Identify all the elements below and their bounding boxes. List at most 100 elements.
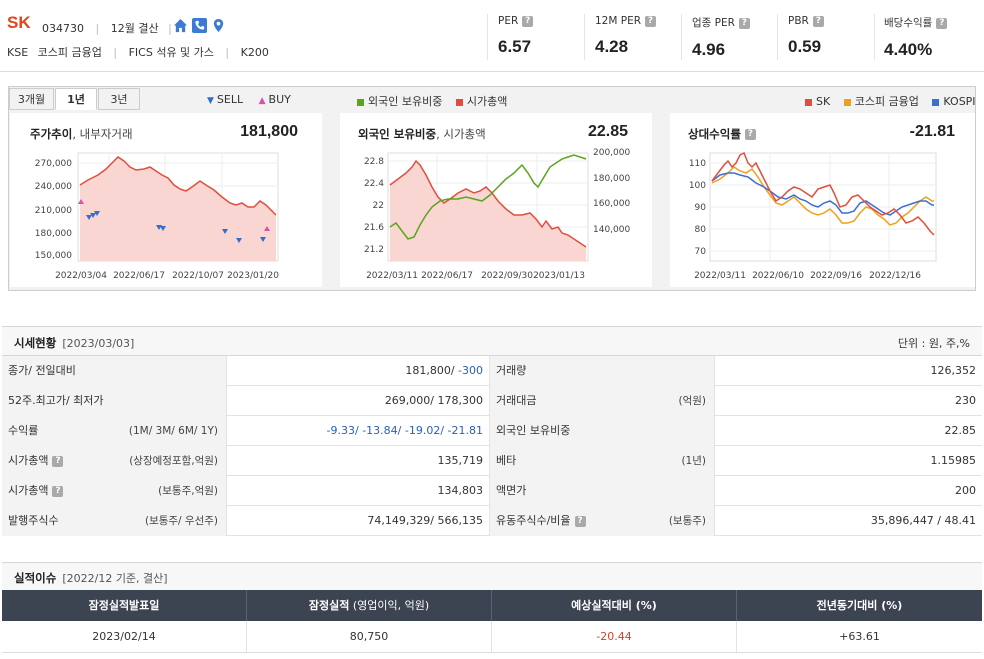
help-icon[interactable]: ?: [812, 15, 824, 27]
row-value: 35,896,447 / 48.41: [870, 514, 976, 527]
tick-label: 22.8: [364, 157, 384, 167]
fics-label: FICS 석유 및 가스: [128, 46, 214, 59]
company-code: 034730: [42, 22, 84, 35]
tick-label: 200,000: [593, 148, 630, 158]
metric-label: PBR: [788, 15, 809, 27]
help-icon[interactable]: ?: [738, 17, 750, 29]
section-header: 실적이슈 [2022/12 기준, 결산]: [2, 562, 982, 590]
tick-label: 2022/03/04: [55, 271, 107, 281]
tab-1year[interactable]: 1년: [55, 88, 97, 110]
row-label: 52주.최고가/ 최저가: [2, 386, 227, 416]
column-header: 잠정실적 (영업이익, 억원): [247, 590, 492, 621]
row-label: 거래량: [490, 356, 715, 386]
row-label: 베타 (1년): [490, 446, 715, 476]
chart-title: 주가추이, 내부자거래: [30, 127, 133, 141]
help-icon[interactable]: ?: [744, 129, 756, 140]
sell-triangle-icon: ▼: [207, 96, 214, 106]
fiscal-month: 12월 결산: [110, 22, 159, 35]
column-header: 예상실적대비 (%): [492, 590, 737, 621]
legend-swatch: [455, 98, 463, 106]
tick-label: 2022/03/11: [366, 271, 418, 281]
buy-markers: [78, 199, 270, 231]
help-icon[interactable]: ?: [52, 455, 64, 467]
home-icon[interactable]: [173, 18, 188, 33]
row-value: 22.85: [944, 424, 977, 437]
tick-label: 2022/06/10: [752, 271, 804, 281]
legend-swatch: [357, 98, 364, 106]
metric-12m-per: 12M PER? 4.28: [595, 15, 657, 57]
row-label: 외국인 보유비중: [490, 416, 715, 446]
announce-date: 2023/02/14: [2, 621, 247, 652]
legend-swatch: [843, 98, 851, 106]
row-label: 수익률 (1M/ 3M/ 6M/ 1Y): [2, 416, 227, 446]
index-label: K200: [240, 46, 269, 59]
tick-label: 180,000: [35, 229, 72, 239]
market-label: KSE: [7, 46, 29, 59]
legend-foreign-holding: 외국인 보유비중: [368, 95, 443, 108]
unit-label: 단위 : 원, 주,%: [897, 337, 970, 350]
metric-pbr: PBR? 0.59: [788, 15, 824, 57]
metric-value: 0.59: [788, 37, 822, 56]
row-value: 269,000/ 178,300: [227, 386, 490, 416]
metric-value: 6.57: [498, 37, 532, 56]
row-value: 134,803: [227, 476, 490, 506]
chart-value: -21.81: [909, 123, 955, 140]
phone-icon[interactable]: [192, 18, 207, 33]
help-icon[interactable]: ?: [522, 15, 534, 27]
help-icon[interactable]: ?: [645, 15, 657, 27]
vs-estimate: -20.44: [492, 621, 737, 652]
legend-price: ▼ SELL ▲ BUY: [207, 93, 291, 106]
chart-title: 상대수익률?: [688, 126, 756, 142]
tick-label: 210,000: [35, 206, 72, 216]
divider: [777, 14, 778, 60]
price-chart-svg: 270,000 240,000 210,000 180,000 150,000 …: [35, 152, 279, 281]
tick-label: 2022/09/30: [481, 271, 533, 281]
company-header: SK 034730 | 12월 결산 | KSE 코스피 금융업 | FICS …: [0, 0, 984, 72]
sector-label: 코스피 금융업: [37, 46, 102, 59]
table-row: 종가/ 전일대비 181,800/ -300 거래량 126,352: [2, 356, 982, 386]
help-icon[interactable]: ?: [52, 485, 64, 497]
tick-label: 2022/06/17: [421, 271, 473, 281]
table-row: 시가총액? (보통주,억원) 134,803 액면가 200: [2, 476, 982, 506]
row-value: 230: [955, 394, 976, 407]
map-pin-icon[interactable]: [211, 18, 226, 33]
legend-foreign: 외국인 보유비중 시가총액: [357, 93, 507, 109]
column-header: 잠정실적발표일: [2, 590, 247, 621]
tick-label: 140,000: [593, 225, 630, 235]
tick-label: 21.6: [364, 223, 384, 233]
tick-label: 22.4: [364, 179, 384, 189]
tick-label: 160,000: [593, 199, 630, 209]
tick-label: 110: [689, 159, 706, 169]
chart-title: 외국인 보유비중, 시가총액: [358, 127, 486, 141]
metric-value: 4.96: [692, 40, 726, 59]
legend-sell: SELL: [216, 93, 244, 106]
row-value: 1.15985: [930, 454, 977, 467]
legend-mcap: 시가총액: [466, 95, 508, 108]
prelim-result: 80,750: [247, 621, 492, 652]
legend-swatch: [805, 98, 812, 106]
section-title: 시세현황 [2023/03/03]: [14, 336, 135, 350]
row-value: -9.33/ -13.84/ -19.02/ -21.81: [227, 416, 490, 446]
help-icon[interactable]: ?: [936, 17, 948, 29]
tab-3month[interactable]: 3개월: [9, 88, 54, 110]
tab-3year[interactable]: 3년: [98, 88, 140, 110]
legend-relative: SK 코스피 금융업 KOSPI: [805, 93, 976, 109]
tick-label: 22: [373, 201, 384, 211]
tick-label: 2022/03/11: [694, 271, 746, 281]
divider: [681, 14, 682, 60]
row-label: 액면가: [490, 476, 715, 506]
row-label: 거래대금 (억원): [490, 386, 715, 416]
tick-label: 90: [695, 203, 707, 213]
divider: [584, 14, 585, 60]
help-icon[interactable]: ?: [574, 515, 586, 527]
yoy-change: +63.61: [839, 630, 880, 643]
metric-dividend-yield: 배당수익률? 4.40%: [884, 15, 948, 60]
legend-sk: SK: [816, 95, 831, 108]
divider: [487, 14, 488, 60]
metric-value: 4.28: [595, 37, 629, 56]
table-row: 발행주식수 (보통주/ 우선주) 74,149,329/ 566,135 유동주식…: [2, 506, 982, 536]
row-label: 시가총액? (상장예정포함,억원): [2, 446, 227, 476]
row-label: 종가/ 전일대비: [2, 356, 227, 386]
earnings-issue-table: 실적이슈 [2022/12 기준, 결산] 잠정실적발표일 잠정실적 (영업이익,…: [2, 562, 982, 653]
row-value: 181,800/ -300: [227, 356, 490, 386]
